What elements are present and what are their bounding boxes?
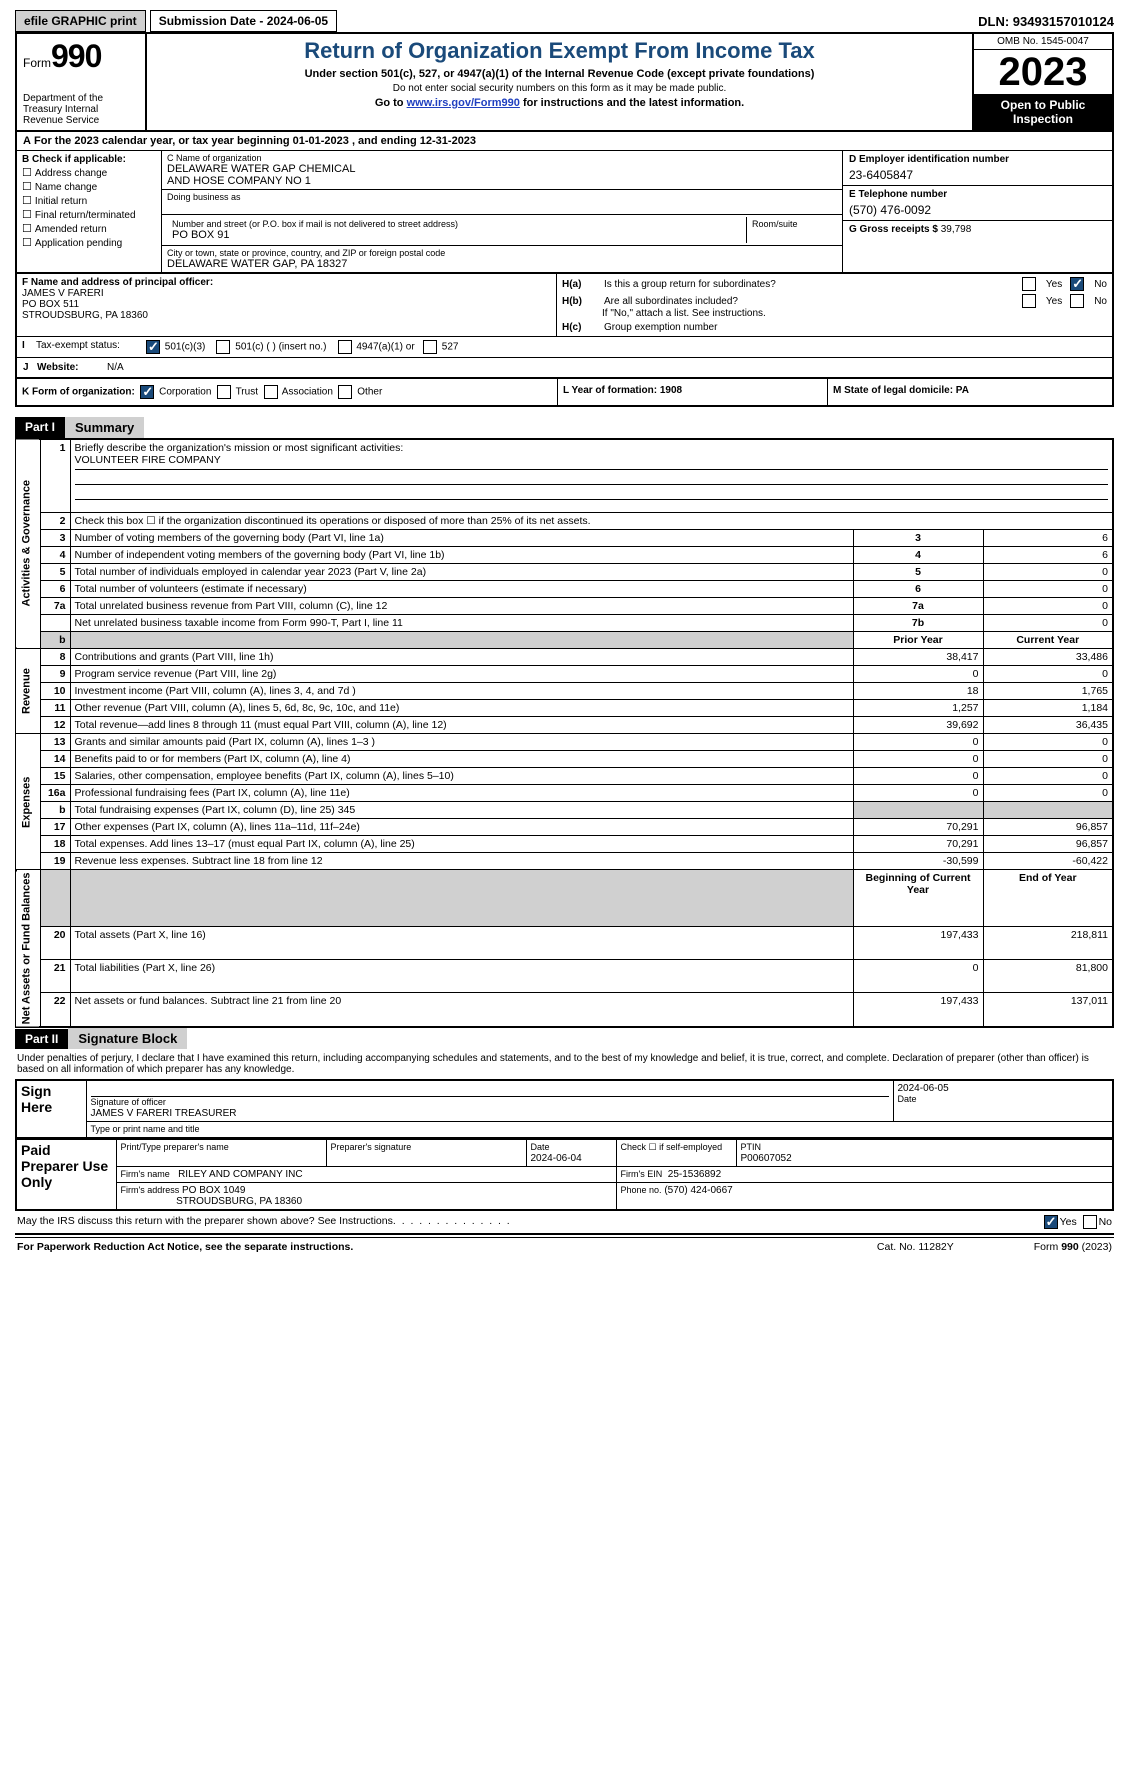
- part2-header: Part II: [15, 1029, 68, 1049]
- preparer-table: Paid Preparer Use Only Print/Type prepar…: [15, 1139, 1114, 1211]
- part1-header: Part I: [15, 417, 65, 438]
- form-subtitle: Under section 501(c), 527, or 4947(a)(1)…: [305, 68, 815, 80]
- city-label: City or town, state or province, country…: [167, 248, 837, 258]
- dba-label: Doing business as: [167, 192, 837, 202]
- j-label: J: [17, 358, 31, 377]
- side-revenue: Revenue: [16, 649, 40, 734]
- h-a-text: Is this a group return for subordinates?: [604, 279, 776, 290]
- omb-number: OMB No. 1545-0047: [974, 34, 1112, 50]
- irs-link[interactable]: www.irs.gov/Form990: [407, 97, 520, 109]
- chk-4947[interactable]: [338, 340, 352, 354]
- addr-label: Number and street (or P.O. box if mail i…: [172, 219, 741, 229]
- side-expenses: Expenses: [16, 734, 40, 870]
- form-number: 990: [51, 38, 101, 75]
- street-address: PO BOX 91: [172, 229, 741, 241]
- chk-app-pending[interactable]: Application pending: [22, 236, 156, 249]
- dln: DLN: 93493157010124: [978, 14, 1114, 29]
- form-title: Return of Organization Exempt From Incom…: [304, 38, 815, 64]
- irs-discuss: May the IRS discuss this return with the…: [17, 1215, 396, 1229]
- f-officer: F Name and address of principal officer:…: [17, 274, 557, 336]
- sign-here: Sign Here: [16, 1080, 86, 1138]
- city-state-zip: DELAWARE WATER GAP, PA 18327: [167, 258, 837, 270]
- room-label: Room/suite: [752, 219, 832, 229]
- summary-table: Activities & Governance 1Briefly describ…: [15, 438, 1114, 1028]
- d-ein-label: D Employer identification number: [849, 154, 1106, 165]
- chk-527[interactable]: [423, 340, 437, 354]
- chk-corp[interactable]: [140, 385, 154, 399]
- h-b-note: If "No," attach a list. See instructions…: [562, 308, 1107, 319]
- chk-other[interactable]: [338, 385, 352, 399]
- chk-501c[interactable]: [216, 340, 230, 354]
- k-label: K Form of organization:: [22, 387, 135, 398]
- form-header: Form990 Department of the Treasury Inter…: [15, 34, 1114, 132]
- submission-date: Submission Date - 2024-06-05: [150, 10, 337, 32]
- page-footer: For Paperwork Reduction Act Notice, see …: [15, 1237, 1114, 1256]
- topbar: efile GRAPHIC print Submission Date - 20…: [15, 10, 1114, 34]
- form-word: Form: [23, 56, 51, 70]
- ha-no[interactable]: [1070, 277, 1084, 291]
- public-inspection: Open to Public Inspection: [974, 94, 1112, 130]
- h-b-label: H(b): [562, 296, 598, 307]
- l-formation: L Year of formation: 1908: [557, 379, 827, 405]
- chk-501c3[interactable]: [146, 340, 160, 354]
- chk-trust[interactable]: [217, 385, 231, 399]
- side-netassets: Net Assets or Fund Balances: [16, 870, 40, 1027]
- department: Department of the Treasury Internal Reve…: [23, 93, 139, 126]
- h-c-label: H(c): [562, 322, 598, 333]
- chk-amended[interactable]: Amended return: [22, 222, 156, 235]
- hb-yes[interactable]: [1022, 294, 1036, 308]
- ssn-note: Do not enter social security numbers on …: [393, 83, 726, 94]
- gross-receipts: 39,798: [941, 224, 972, 235]
- c-name-label: C Name of organization: [167, 153, 837, 163]
- part2-title: Signature Block: [68, 1028, 187, 1049]
- side-governance: Activities & Governance: [16, 439, 40, 649]
- i-label: I: [17, 337, 31, 357]
- h-c-text: Group exemption number: [604, 322, 717, 333]
- phone: (570) 476-0092: [849, 203, 1106, 217]
- org-name: DELAWARE WATER GAP CHEMICALAND HOSE COMP…: [167, 163, 837, 187]
- form-footer: Form 990 (2023): [1034, 1241, 1112, 1253]
- chk-name-change[interactable]: Name change: [22, 180, 156, 193]
- goto-link: Go to www.irs.gov/Form990 for instructio…: [375, 97, 744, 109]
- paid-preparer: Paid Preparer Use Only: [16, 1139, 116, 1210]
- section-b: B Check if applicable: Address change Na…: [17, 151, 162, 272]
- chk-final-return[interactable]: Final return/terminated: [22, 208, 156, 221]
- g-receipts-label: G Gross receipts $: [849, 224, 938, 235]
- signature-table: Sign Here Signature of officerJAMES V FA…: [15, 1079, 1114, 1139]
- tax-year: 2023: [974, 50, 1112, 94]
- m-domicile: M State of legal domicile: PA: [827, 379, 1112, 405]
- chk-address-change[interactable]: Address change: [22, 166, 156, 179]
- h-b-text: Are all subordinates included?: [604, 296, 738, 307]
- hb-no[interactable]: [1070, 294, 1084, 308]
- h-a-label: H(a): [562, 279, 598, 290]
- chk-initial-return[interactable]: Initial return: [22, 194, 156, 207]
- website-value: N/A: [101, 358, 130, 377]
- line-a-taxyear: A For the 2023 calendar year, or tax yea…: [17, 132, 1112, 150]
- irs-no[interactable]: [1083, 1215, 1097, 1229]
- perjury-declaration: Under penalties of perjury, I declare th…: [15, 1049, 1114, 1079]
- tax-exempt-label: Tax-exempt status:: [31, 337, 141, 357]
- chk-assoc[interactable]: [264, 385, 278, 399]
- efile-button[interactable]: efile GRAPHIC print: [15, 10, 146, 32]
- irs-yes[interactable]: [1044, 1215, 1058, 1229]
- ein: 23-6405847: [849, 168, 1106, 182]
- part1-title: Summary: [65, 417, 144, 438]
- website-label: Website:: [31, 358, 101, 377]
- ha-yes[interactable]: [1022, 277, 1036, 291]
- e-phone-label: E Telephone number: [849, 189, 1106, 200]
